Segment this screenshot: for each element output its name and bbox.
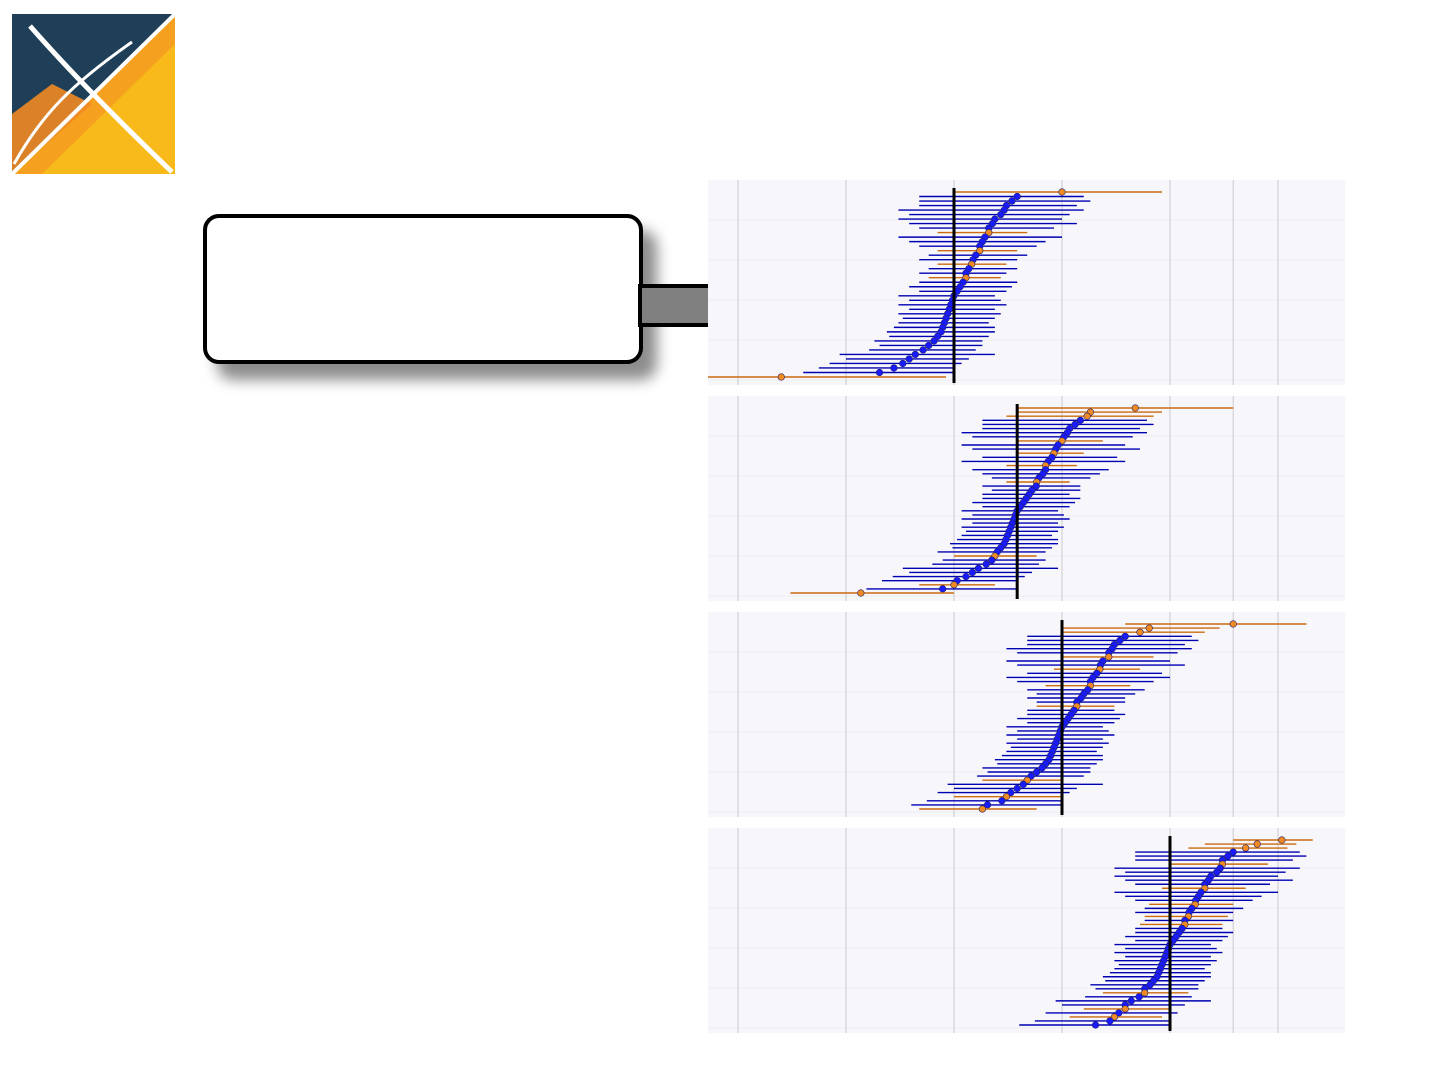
positive-control-point <box>1141 989 1149 997</box>
negative-control-point <box>1013 784 1021 793</box>
negative-control-point <box>1127 997 1135 1005</box>
negative-control-point <box>1146 981 1154 989</box>
negative-control-point <box>1091 1021 1100 1029</box>
positive-control-point <box>1253 840 1261 848</box>
negative-control-point <box>919 346 927 354</box>
positive-control-point <box>1002 793 1011 801</box>
positive-control-point <box>1145 624 1153 632</box>
positive-control-point <box>1242 844 1250 852</box>
negative-control-point <box>962 572 970 581</box>
positive-control-point <box>1229 620 1237 628</box>
positive-control-point <box>1131 404 1139 412</box>
panel-background <box>708 828 1345 1033</box>
negative-control-point <box>998 797 1006 805</box>
negative-control-point <box>1213 868 1221 876</box>
negative-control-point <box>988 556 996 564</box>
negative-control-point <box>890 364 898 372</box>
negative-control-point <box>1033 768 1041 776</box>
negative-control-point <box>1019 780 1027 788</box>
negative-control-point <box>1115 1009 1123 1017</box>
negative-control-point <box>911 350 919 359</box>
negative-control-point <box>1038 764 1046 772</box>
negative-control-point <box>1121 632 1129 640</box>
negative-control-point <box>930 337 938 345</box>
negative-control-point <box>875 368 884 377</box>
positive-control-point <box>1121 1005 1129 1013</box>
negative-control-point <box>982 560 990 568</box>
positive-control-point <box>777 373 785 381</box>
positive-control-point <box>1105 653 1113 661</box>
negative-control-point <box>899 359 907 368</box>
negative-control-point <box>939 585 947 593</box>
positive-control-point <box>1083 412 1091 420</box>
positive-control-point <box>976 247 984 255</box>
positive-control-point <box>950 581 958 589</box>
negative-control-point <box>1135 993 1143 1001</box>
negative-control-point <box>983 801 992 809</box>
negative-control-point <box>905 355 913 363</box>
negative-control-point <box>997 210 1005 219</box>
negative-control-point <box>1013 192 1021 201</box>
negative-control-point <box>1007 788 1015 797</box>
callout-box <box>203 214 643 364</box>
positive-control-point <box>1136 628 1144 636</box>
negative-control-point <box>1229 848 1237 856</box>
ohdsi-logo-icon <box>12 14 175 174</box>
positive-control-point <box>1058 188 1066 196</box>
positive-control-point <box>1110 1013 1119 1021</box>
negative-control-point <box>1071 420 1079 429</box>
panel-background <box>708 180 1345 385</box>
negative-control-point <box>1106 1017 1114 1025</box>
positive-control-point <box>978 805 987 813</box>
negative-control-point <box>1008 197 1016 205</box>
negative-control-point <box>1116 636 1124 645</box>
panel-background <box>708 612 1345 817</box>
negative-control-point <box>925 341 933 350</box>
negative-control-point <box>1076 416 1084 424</box>
negative-control-point <box>974 564 983 572</box>
positive-control-point <box>857 589 865 597</box>
negative-control-point <box>1224 852 1232 860</box>
positive-control-point <box>1278 836 1286 844</box>
forest-plot-chart <box>708 180 1345 1033</box>
negative-control-point <box>968 568 976 577</box>
